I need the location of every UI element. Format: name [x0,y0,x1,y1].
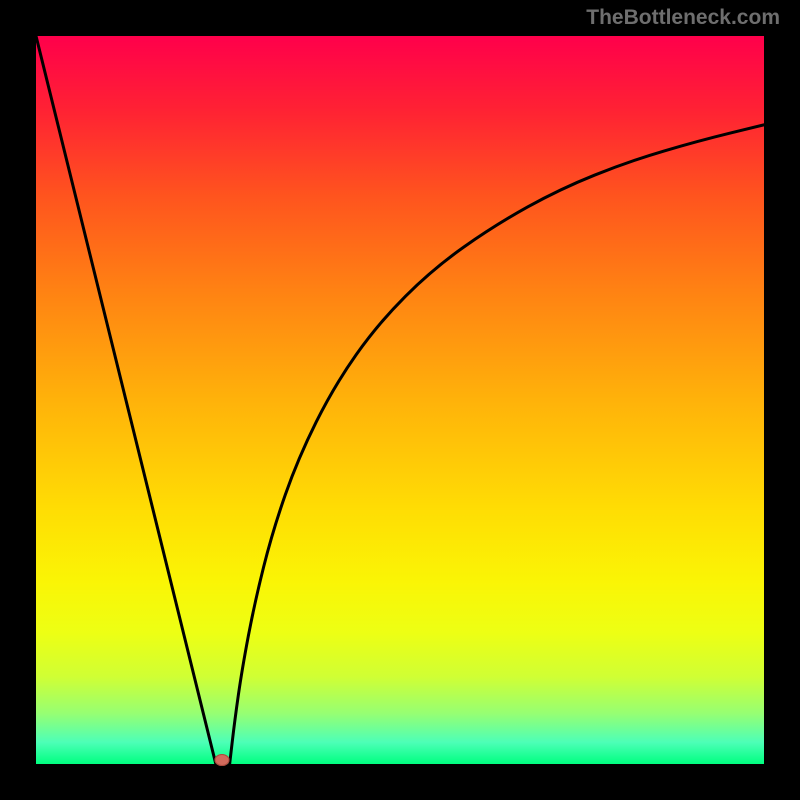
curve-layer [36,36,764,764]
figure-root: { "figure": { "width_px": 800, "height_p… [0,0,800,800]
min-marker [214,754,229,766]
watermark-text: TheBottleneck.com [586,6,780,30]
plot-area [36,36,764,764]
bottleneck-curve [36,36,764,764]
